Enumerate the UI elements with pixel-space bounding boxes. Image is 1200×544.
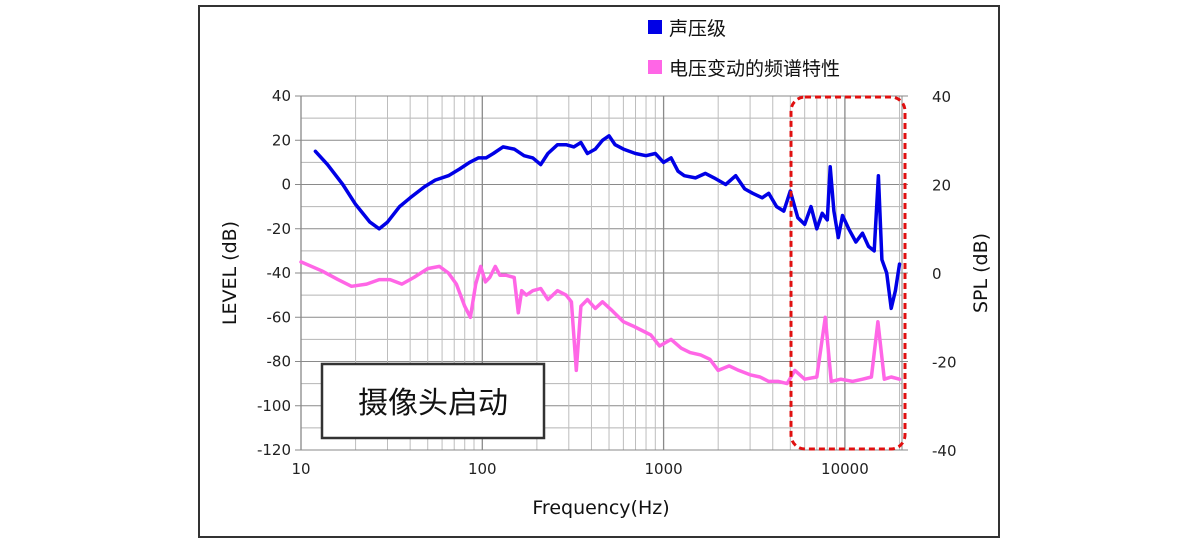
svg-text:10: 10 [291, 460, 310, 478]
svg-text:-100: -100 [257, 397, 291, 415]
svg-text:100: 100 [468, 460, 497, 478]
annotation-box: 摄像头启动 [320, 362, 546, 440]
svg-text:1000: 1000 [645, 460, 683, 478]
svg-text:0: 0 [281, 176, 291, 194]
svg-text:40: 40 [932, 88, 951, 106]
legend-label-spl: 声压级 [669, 18, 726, 40]
svg-text:20: 20 [932, 177, 951, 195]
legend: 声压级 电压变动的频谱特性 [648, 18, 840, 80]
svg-text:-40: -40 [932, 442, 957, 460]
svg-text:0: 0 [932, 265, 942, 283]
series-spl-line [313, 134, 902, 311]
y-axis-left-ticks: 40 20 0 -20 -40 -60 -80 -100 -120 [257, 87, 301, 459]
x-axis-ticks: 10 100 1000 10000 [291, 460, 868, 478]
y-axis-left-label: LEVEL (dB) [219, 221, 241, 325]
legend-swatch-voltage-spectrum [648, 60, 662, 74]
legend-label-voltage-spectrum: 电压变动的频谱特性 [669, 58, 840, 80]
svg-text:-120: -120 [257, 441, 291, 459]
chart-frame [198, 5, 1000, 538]
svg-text:-80: -80 [267, 353, 292, 371]
svg-text:-60: -60 [267, 308, 292, 326]
highlight-region-box [789, 95, 907, 451]
legend-swatch-spl [648, 20, 662, 34]
x-axis-label: Frequency(Hz) [532, 497, 669, 519]
y-axis-right-label: SPL (dB) [970, 233, 992, 313]
svg-text:20: 20 [272, 131, 291, 149]
svg-text:-20: -20 [267, 220, 292, 238]
svg-text:-40: -40 [267, 264, 292, 282]
y-axis-right-ticks: 40 20 0 -20 -40 [902, 88, 957, 460]
svg-text:10000: 10000 [821, 460, 869, 478]
svg-text:-20: -20 [932, 354, 957, 372]
annotation-text: 摄像头启动 [358, 386, 508, 421]
series-layer [299, 134, 902, 386]
svg-text:40: 40 [272, 87, 291, 105]
series-voltage-spectrum-line [299, 260, 902, 386]
